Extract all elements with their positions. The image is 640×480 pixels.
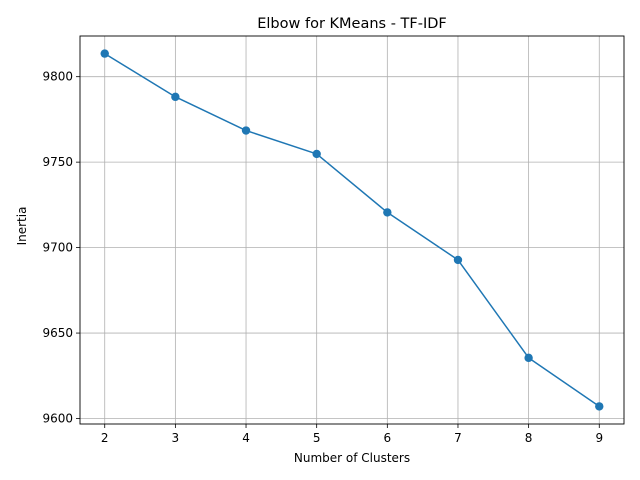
- x-axis: 2 3 4 5 6 7 8 9: [101, 424, 603, 445]
- x-tick-label: 4: [242, 431, 250, 445]
- x-axis-label: Number of Clusters: [294, 451, 410, 465]
- plot-area: [100, 49, 604, 411]
- data-point: [100, 49, 109, 58]
- data-point: [171, 92, 180, 102]
- chart-title: Elbow for KMeans - TF-IDF: [257, 16, 447, 32]
- data-point: [453, 255, 463, 265]
- y-axis: 9600 9650 9700 9750 9800: [42, 70, 80, 426]
- x-tick-label: 5: [313, 431, 321, 445]
- x-tick-label: 6: [384, 431, 392, 445]
- x-tick-label: 2: [101, 431, 109, 445]
- x-tick-label: 7: [454, 431, 462, 445]
- y-tick-label: 9600: [42, 412, 73, 426]
- axes-frame: [79, 35, 625, 425]
- data-point: [312, 149, 321, 159]
- x-tick-label: 8: [525, 431, 533, 445]
- y-tick-label: 9650: [42, 326, 73, 340]
- x-tick-label: 3: [172, 431, 180, 445]
- y-axis-label: Inertia: [15, 207, 29, 246]
- data-point: [524, 353, 533, 363]
- data-point: [595, 402, 604, 411]
- series-line: [104, 52, 600, 408]
- data-point: [383, 208, 392, 217]
- y-tick-label: 9750: [42, 155, 73, 169]
- data-point: [241, 126, 251, 135]
- grid: [80, 36, 624, 424]
- y-tick-label: 9700: [42, 241, 73, 255]
- x-tick-label: 9: [595, 431, 603, 445]
- y-tick-label: 9800: [42, 70, 73, 84]
